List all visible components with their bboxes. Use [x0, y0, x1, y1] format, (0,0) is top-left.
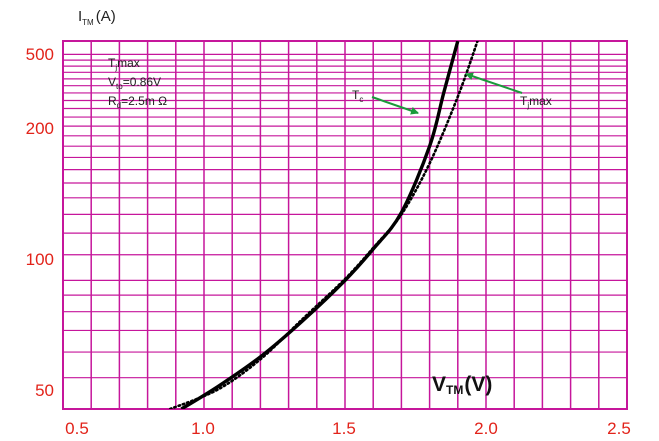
x-tick-label-1-5: 1.5	[332, 419, 356, 438]
x-tick-label-2-5: 2.5	[607, 419, 631, 438]
series-line-tc	[180, 41, 460, 409]
arrow-tjmax	[465, 72, 523, 94]
y-tick-label-200: 200	[26, 119, 54, 138]
label-tc: Tc	[352, 88, 363, 104]
series-line-tjmax	[168, 41, 479, 409]
y-axis-label: ITM (A)	[78, 8, 116, 27]
y-tick-label-100: 100	[26, 250, 54, 269]
series-group	[168, 41, 479, 409]
param-tjmax: Tjmax	[108, 56, 140, 72]
x-tick-label-2-0: 2.0	[474, 419, 498, 438]
x-axis-label: VTM(V)	[432, 373, 492, 397]
label-tjmax: Tjmax	[520, 94, 552, 110]
x-tick-label-0-5: 0.5	[65, 419, 89, 438]
param-rd: Rd=2.5m Ω	[108, 94, 167, 110]
arrow-tc	[371, 96, 419, 115]
param-vto: Vto=0.86V	[108, 75, 161, 91]
y-tick-label-500: 500	[26, 45, 54, 64]
y-tick-label-50: 50	[35, 381, 54, 400]
plot-frame	[62, 40, 628, 410]
x-tick-label-1-0: 1.0	[191, 419, 215, 438]
